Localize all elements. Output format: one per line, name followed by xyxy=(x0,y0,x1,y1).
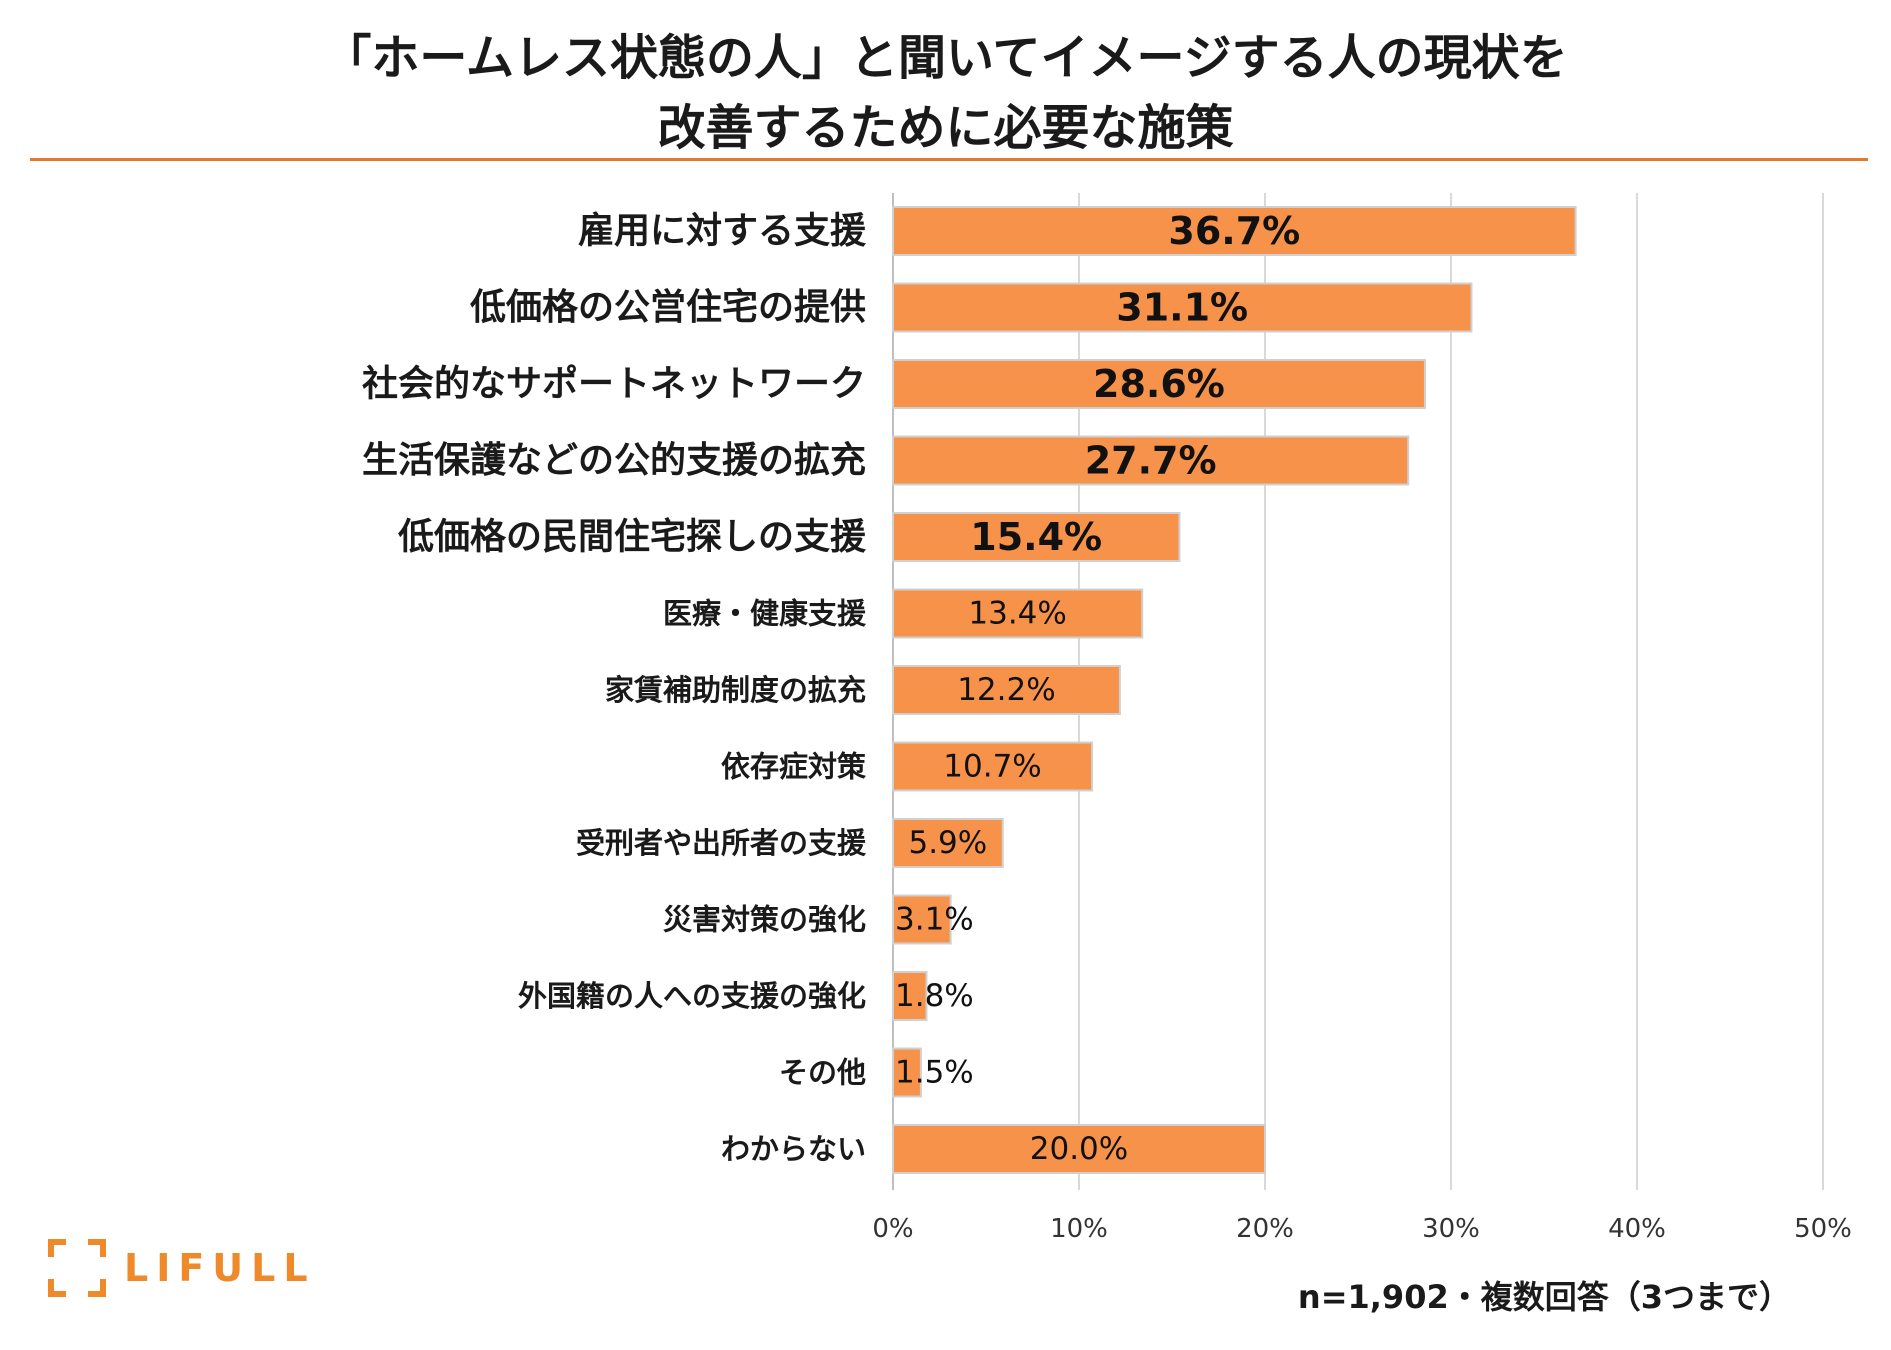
value-label: 1.8% xyxy=(895,978,974,1014)
sample-size-note: n=1,902・複数回答（3つまで） xyxy=(1297,1278,1791,1316)
value-label: 13.4% xyxy=(968,596,1066,632)
value-label: 28.6% xyxy=(1093,362,1225,406)
category-label: 依存症対策 xyxy=(721,750,867,784)
category-label: 雇用に対する支援 xyxy=(578,211,867,252)
bar xyxy=(892,741,1094,792)
value-labels: 36.7% 31.1% 28.6% 27.7% 15.4% 13.4% 12.2% 10.7%… xyxy=(895,209,1300,1167)
category-label: 災害対策の強化 xyxy=(663,903,866,937)
chart-title-line-1: 「ホームレス状態の人」と聞いてイメージする人の現状を xyxy=(323,30,1568,86)
bar xyxy=(892,206,1577,256)
x-axis-tick-labels: 0% 10% 20% 30% 40% 50% xyxy=(872,1214,1852,1244)
x-tick-label: 50% xyxy=(1794,1214,1852,1244)
category-label: 医療・健康支援 xyxy=(663,597,867,631)
category-label: その他 xyxy=(779,1056,866,1090)
category-label: わからない xyxy=(721,1132,866,1166)
category-labels: 雇用に対する支援低価格の公営住宅の提供社会的なサポートネットワーク生活保護などの… xyxy=(362,211,867,1167)
category-label: 低価格の民間住宅探しの支援 xyxy=(398,516,867,558)
category-label: 生活保護などの公的支援の拡充 xyxy=(362,440,866,481)
bar xyxy=(892,282,1473,333)
x-tick-label: 10% xyxy=(1050,1214,1108,1244)
value-label: 20.0% xyxy=(1030,1131,1128,1167)
x-tick-label: 0% xyxy=(872,1214,913,1244)
bar xyxy=(892,894,952,945)
logo-text: LIFULL xyxy=(124,1246,316,1290)
value-label: 3.1% xyxy=(895,902,974,938)
bar xyxy=(892,971,928,1021)
bar xyxy=(892,818,1004,868)
bars xyxy=(892,206,1577,1174)
x-tick-label: 20% xyxy=(1236,1214,1294,1244)
value-label: 36.7% xyxy=(1168,209,1300,253)
bar xyxy=(892,1047,922,1098)
value-label: 10.7% xyxy=(943,749,1041,785)
category-label: 家賃補助制度の拡充 xyxy=(605,673,866,707)
value-label: 15.4% xyxy=(970,515,1102,559)
category-label: 受刑者や出所者の支援 xyxy=(576,826,867,860)
bar xyxy=(892,665,1121,715)
bar xyxy=(892,1124,1266,1174)
category-label: 社会的なサポートネットワーク xyxy=(362,363,866,405)
category-label: 低価格の公営住宅の提供 xyxy=(470,286,866,328)
title-divider xyxy=(30,158,1868,161)
value-label: 12.2% xyxy=(957,672,1055,708)
category-label: 外国籍の人への支援の強化 xyxy=(518,979,866,1013)
value-label: 1.5% xyxy=(895,1055,974,1091)
bar xyxy=(892,435,1410,486)
x-tick-label: 40% xyxy=(1608,1214,1666,1244)
chart-title-line-2: 改善するために必要な施策 xyxy=(657,100,1234,156)
lifull-logo: LIFULL xyxy=(48,1236,316,1300)
value-label: 31.1% xyxy=(1116,286,1248,330)
bar xyxy=(892,588,1144,639)
bar xyxy=(892,512,1181,562)
logo-bracket-icon xyxy=(48,1239,106,1297)
value-label: 5.9% xyxy=(908,825,987,861)
bar xyxy=(892,359,1426,409)
x-tick-label: 30% xyxy=(1422,1214,1480,1244)
value-label: 27.7% xyxy=(1085,439,1217,483)
